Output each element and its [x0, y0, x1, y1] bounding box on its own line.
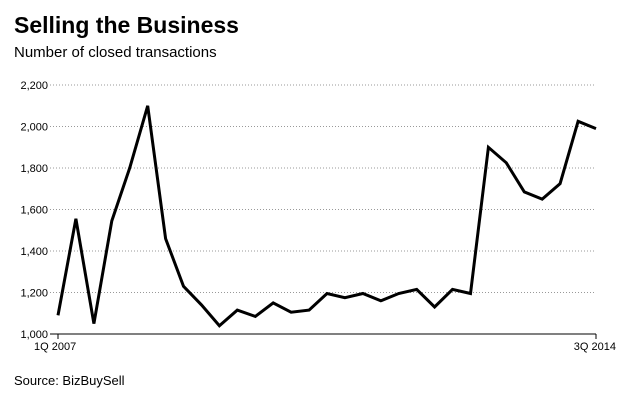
y-tick-label: 2,200 — [20, 80, 48, 92]
data-points — [57, 105, 597, 326]
y-tick-label: 1,800 — [20, 163, 48, 175]
y-axis-tick-labels: 1,000 1,200 1,400 1,600 1,800 2,000 2,200 — [20, 80, 48, 341]
x-tick-label-end: 3Q 2014 — [574, 341, 616, 353]
source-note: Source: BizBuySell — [14, 373, 125, 388]
chart-subtitle: Number of closed transactions — [14, 44, 217, 61]
gridlines — [50, 84, 596, 293]
y-tick-label: 1,200 — [20, 288, 48, 300]
y-tick-label: 1,600 — [20, 205, 48, 217]
y-tick-label: 2,000 — [20, 122, 48, 134]
x-axis-ticks: 1Q 2007 3Q 2014 — [34, 334, 616, 353]
y-tick-label: 1,400 — [20, 246, 48, 258]
x-tick-label-start: 1Q 2007 — [34, 341, 76, 353]
series-line-closed-transactions — [56, 105, 597, 328]
y-tick-label: 1,000 — [20, 329, 48, 341]
chart-title: Selling the Business — [14, 12, 239, 38]
